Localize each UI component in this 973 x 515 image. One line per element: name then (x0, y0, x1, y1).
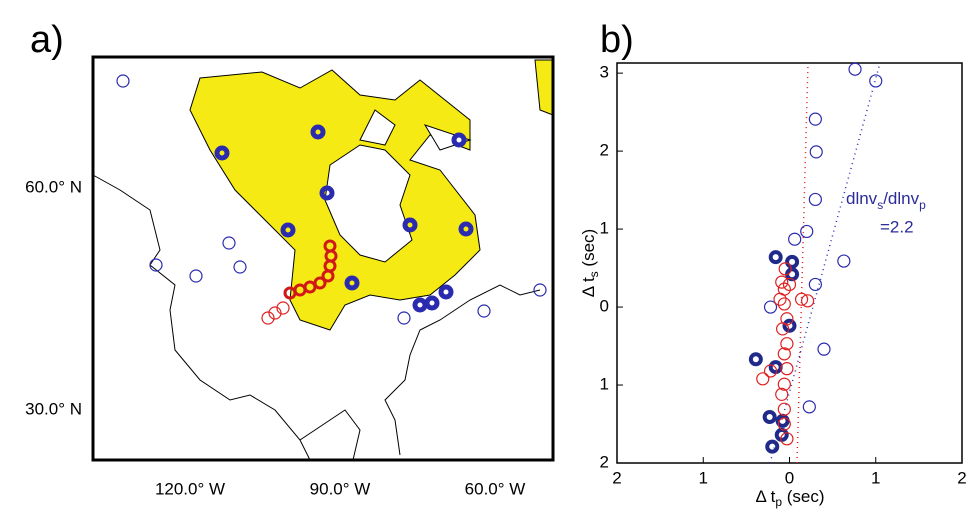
y-axis-label: Δ ts (sec) (579, 229, 601, 297)
point (848, 62, 862, 76)
point (748, 352, 763, 367)
point (808, 277, 822, 292)
point (785, 254, 800, 269)
y-tick-label: 1 (600, 219, 609, 238)
map-x-label: 120.0° W (155, 479, 225, 498)
point (756, 372, 770, 386)
x-tick-label: 1 (871, 468, 880, 487)
point (768, 250, 783, 265)
point (780, 337, 794, 351)
point (775, 413, 790, 428)
point (869, 74, 883, 88)
point (782, 277, 797, 292)
point (777, 402, 791, 416)
point (763, 300, 778, 314)
map-x-label: 60.0° W (465, 479, 526, 498)
annotation: dlnvs/dlnvp (846, 189, 926, 212)
point (794, 292, 809, 306)
fit-line (769, 62, 881, 464)
point (762, 409, 777, 424)
map-x-label: 90.0° W (310, 479, 371, 498)
y-tick-label: 2 (600, 141, 609, 160)
point (775, 275, 789, 289)
point (777, 377, 791, 391)
y-tick-label: 3 (600, 63, 609, 82)
point (809, 145, 823, 159)
point (777, 347, 791, 361)
point (808, 112, 822, 126)
point (765, 439, 780, 454)
point (777, 417, 791, 431)
x-tick-label: 2 (957, 468, 966, 487)
point (775, 322, 790, 336)
y-tick-label: 0 (600, 297, 609, 316)
fit-line (796, 62, 809, 464)
map-y-label: 30.0° N (25, 399, 82, 418)
point (837, 254, 851, 268)
x-tick-label: 0 (785, 468, 794, 487)
point (788, 232, 802, 246)
point (780, 362, 794, 376)
point (801, 294, 815, 308)
x-axis-label: Δ tp (sec) (755, 487, 824, 509)
point (778, 262, 792, 276)
panel-label: a) (30, 19, 64, 61)
point (777, 297, 791, 311)
annotation: =2.2 (880, 217, 914, 236)
y-tick-label: 1 (600, 375, 609, 394)
y-tick-label: 2 (600, 452, 609, 471)
point (780, 432, 794, 446)
point (782, 318, 797, 333)
plot-frame (616, 62, 963, 464)
point (773, 292, 787, 306)
point (775, 387, 789, 401)
panel-label: b) (600, 19, 634, 61)
point (763, 364, 778, 378)
map (91, 55, 555, 462)
point (802, 400, 816, 414)
x-tick-label: 2 (612, 468, 621, 487)
point (817, 342, 831, 356)
point (800, 224, 814, 239)
point (808, 192, 822, 207)
x-tick-label: 1 (699, 468, 708, 487)
map-y-label: 60.0° N (25, 177, 82, 196)
